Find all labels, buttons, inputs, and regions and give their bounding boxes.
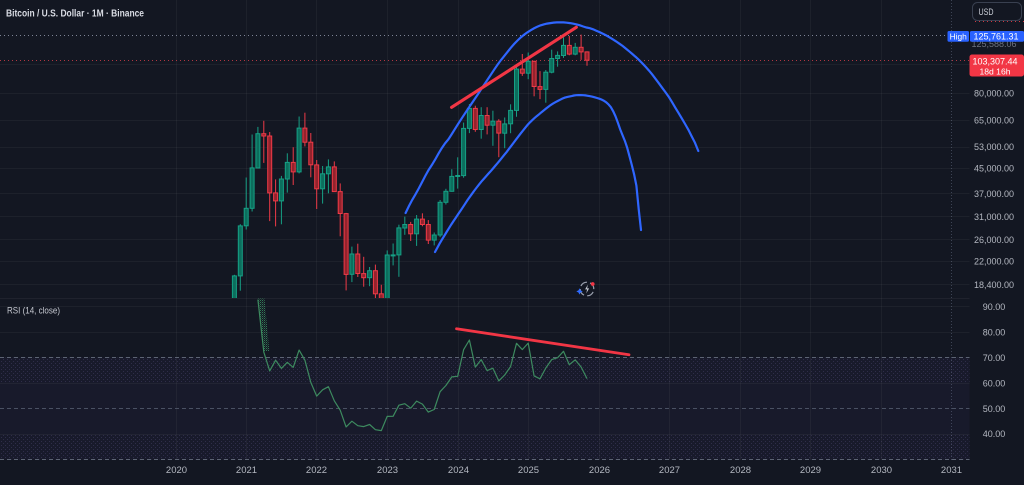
svg-text:2025: 2025 xyxy=(518,465,539,476)
svg-text:RSI (14, close): RSI (14, close) xyxy=(7,306,60,317)
svg-text:2028: 2028 xyxy=(730,465,751,476)
svg-text:31,000.00: 31,000.00 xyxy=(974,212,1014,222)
svg-text:18d 16h: 18d 16h xyxy=(979,67,1010,77)
svg-text:80,000.00: 80,000.00 xyxy=(974,89,1014,99)
svg-text:37,000.00: 37,000.00 xyxy=(974,189,1014,199)
svg-text:2026: 2026 xyxy=(589,465,610,476)
svg-text:2020: 2020 xyxy=(166,465,187,476)
svg-text:2030: 2030 xyxy=(871,465,892,476)
svg-text:2024: 2024 xyxy=(448,465,469,476)
svg-text:45,000.00: 45,000.00 xyxy=(974,164,1014,174)
svg-text:USD: USD xyxy=(979,7,994,18)
svg-text:90.00: 90.00 xyxy=(983,302,1006,312)
svg-text:26,000.00: 26,000.00 xyxy=(974,235,1014,245)
svg-text:103,307.44: 103,307.44 xyxy=(972,57,1017,67)
svg-text:65,000.00: 65,000.00 xyxy=(974,116,1014,126)
svg-text:60.00: 60.00 xyxy=(983,378,1006,388)
svg-text:70.00: 70.00 xyxy=(983,353,1006,363)
svg-text:2023: 2023 xyxy=(377,465,398,476)
svg-text:80.00: 80.00 xyxy=(983,327,1006,337)
svg-text:2022: 2022 xyxy=(306,465,327,476)
svg-text:50.00: 50.00 xyxy=(983,404,1006,414)
svg-text:2021: 2021 xyxy=(236,465,257,476)
svg-text:2029: 2029 xyxy=(800,465,821,476)
svg-text:53,000.00: 53,000.00 xyxy=(974,142,1014,152)
svg-text:22,000.00: 22,000.00 xyxy=(974,257,1014,267)
svg-text:40.00: 40.00 xyxy=(983,429,1006,439)
svg-text:18,400.00: 18,400.00 xyxy=(974,280,1014,290)
svg-text:2031: 2031 xyxy=(941,465,962,476)
svg-text:125,761.31: 125,761.31 xyxy=(973,32,1018,42)
svg-text:High: High xyxy=(950,31,968,41)
svg-text:2027: 2027 xyxy=(659,465,680,476)
svg-text:Bitcoin / U.S. Dollar · 1M · B: Bitcoin / U.S. Dollar · 1M · Binance xyxy=(6,9,144,20)
